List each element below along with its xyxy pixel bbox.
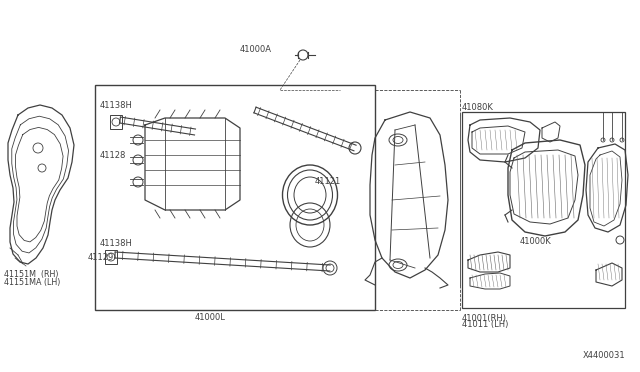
Text: 41011 (LH): 41011 (LH) — [462, 321, 508, 330]
Bar — [105, 250, 117, 264]
Text: 41151M  (RH): 41151M (RH) — [4, 270, 58, 279]
Text: 41138H: 41138H — [100, 238, 133, 247]
Bar — [462, 112, 625, 308]
Text: X4400031: X4400031 — [582, 350, 625, 359]
Text: 41000A: 41000A — [240, 45, 272, 55]
Text: 41080K: 41080K — [462, 103, 494, 112]
Text: 41138H: 41138H — [100, 100, 133, 109]
Text: 41128: 41128 — [100, 151, 126, 160]
Text: 41129: 41129 — [88, 253, 115, 263]
Text: 41121: 41121 — [315, 177, 341, 186]
Bar — [110, 115, 122, 129]
Text: 41151MA (LH): 41151MA (LH) — [4, 278, 60, 286]
Text: 41001(RH): 41001(RH) — [462, 314, 507, 323]
Bar — [95, 85, 375, 310]
Text: 41000L: 41000L — [195, 312, 226, 321]
Text: 41000K: 41000K — [519, 237, 551, 247]
